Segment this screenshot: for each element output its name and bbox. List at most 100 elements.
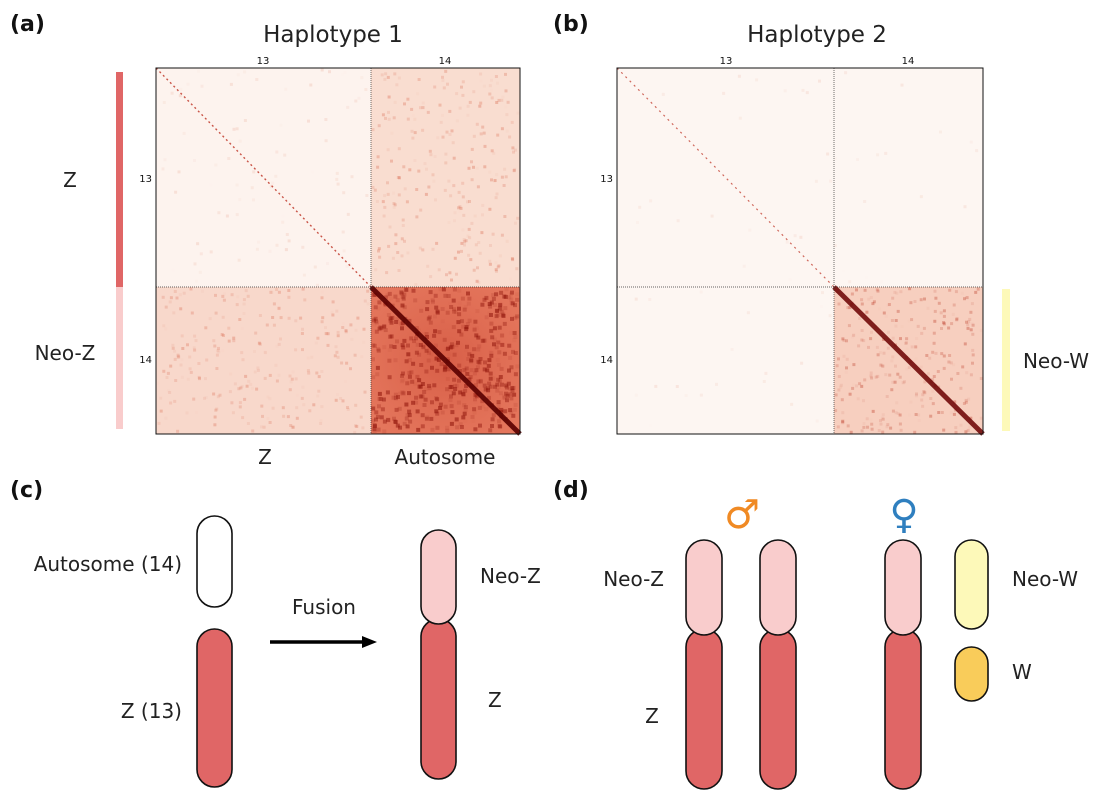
heatmap-speckle [253,370,257,374]
heatmap-speckle [866,425,869,429]
heatmap-speckle [880,416,884,420]
heatmap-speckle [472,268,476,272]
heatmap-speckle [425,335,429,339]
heatmap-speckle [508,355,513,360]
heatmap-speckle [374,319,378,324]
heatmap-speckle [845,371,848,374]
heatmap-speckle [264,352,267,355]
heatmap-speckle [470,415,475,419]
heatmap-speckle [914,345,918,349]
heatmap-speckle [842,354,846,358]
heatmap-speckle [509,365,514,370]
heatmap-speckle [507,368,511,373]
heatmap-speckle [395,339,399,344]
heatmap-speckle [380,407,385,412]
heatmap-speckle [218,393,222,397]
heatmap-speckle [837,302,841,306]
heatmap-speckle [445,376,450,381]
heatmap-speckle [398,391,402,396]
heatmap-speckle [355,424,359,428]
heatmap-speckle [443,366,448,371]
heatmap-speckle [441,75,444,79]
heatmap-speckle [496,403,501,408]
heatmap-speckle [443,188,447,192]
heatmap-speckle [440,410,445,415]
heatmap-speckle [390,315,395,320]
heatmap-speckle [928,356,932,360]
heatmap-speckle [164,416,168,420]
heatmap-speckle [931,389,935,393]
heatmap-speckle [344,330,348,334]
heatmap-speckle [482,338,487,343]
heatmap-speckle [960,291,964,295]
fused-neo-z-chromosome [420,529,457,625]
heatmap-speckle [433,314,437,319]
heatmap-speckle [918,419,921,422]
heatmap-speckle [414,400,419,405]
heatmap-speckle [405,424,410,429]
heatmap-speckle [404,416,409,421]
heatmap-speckle [870,418,873,421]
heatmap-speckle [468,200,471,203]
heatmap-speckle [479,101,483,105]
heatmap-speckle [376,347,381,351]
heatmap-speckle [425,300,430,305]
heatmap-speckle [634,297,638,301]
heatmap-speckle [923,380,927,384]
heatmap-speckle [399,290,404,295]
heatmap-speckle [342,191,346,195]
heatmap-speckle [263,350,267,354]
heatmap-speckle [386,75,390,79]
heatmap-speckle [346,105,350,109]
heatmap-speckle [238,405,242,409]
heatmap-speckle [353,288,356,291]
heatmap-speckle [418,246,422,250]
heatmap-speckle [362,341,365,344]
heatmap-speckle [405,200,409,204]
heatmap-speckle [397,76,401,80]
heatmap-speckle [502,294,507,299]
heatmap-speckle [487,302,492,306]
heatmap-speckle [487,381,492,386]
heatmap-speckle [460,296,465,301]
heatmap-speckle [285,233,289,236]
heatmap-speckle [908,414,911,417]
heatmap-speckle [424,192,428,196]
heatmap-speckle [500,175,504,179]
heatmap-speckle [940,352,944,356]
heatmap-speckle [494,292,499,297]
heatmap-speckle [282,215,285,218]
heatmap-speckle [891,380,895,384]
heatmap-speckle [455,272,458,276]
heatmap-speckle [344,380,347,383]
panel-a: (a) Haplotype 1 Z Neo-Z 13 14 13 14 Z Au… [10,12,522,469]
heatmap-speckle [387,375,392,380]
heatmap-speckle [971,323,975,327]
heatmap-speckle [908,287,911,291]
heatmap-speckle [498,391,503,396]
heatmap-speckle [852,333,856,337]
heatmap-speckle [200,84,204,88]
heatmap-speckle [245,384,249,388]
heatmap-speckle [401,391,406,396]
heatmap-speckle [387,95,391,99]
heatmap-speckle [407,413,412,418]
heatmap-speckle [221,294,225,298]
heatmap-speckle [336,334,340,338]
heatmap-speckle [287,289,291,292]
heatmap-speckle [379,326,384,331]
z-side-label: Z [63,168,77,192]
heatmap-speckle [236,295,239,298]
heatmap-speckle [362,327,366,331]
heatmap-speckle [400,390,405,395]
heatmap-speckle [457,363,462,368]
heatmap-speckle [483,387,488,392]
heatmap-speckle [176,429,180,433]
heatmap-speckle [503,306,508,311]
heatmap-speckle [174,190,178,194]
heatmap-speckle [490,89,493,92]
heatmap-speckle [462,213,466,217]
heatmap-speckle [502,409,507,414]
heatmap-speckle [494,345,499,350]
heatmap-speckle [462,411,467,416]
